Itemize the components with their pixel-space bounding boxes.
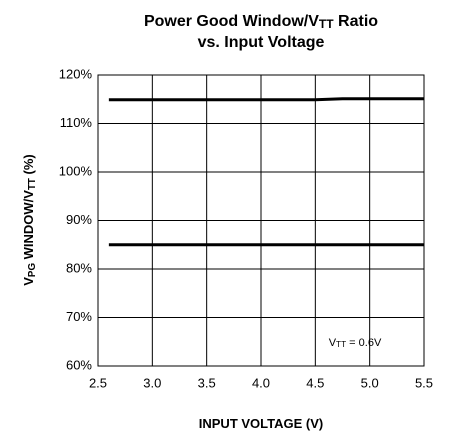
y-axis-title-part: V: [21, 277, 36, 286]
chart-title: vs. Input Voltage: [198, 34, 325, 51]
y-tick-label: 80%: [66, 260, 92, 275]
chart-title-part: vs. Input Voltage: [198, 34, 325, 51]
y-axis-title-part: (%): [21, 154, 36, 178]
chart-title-part: TT: [319, 17, 334, 31]
y-axis-title-part: PG: [27, 263, 38, 277]
x-tick-label: 4.5: [306, 375, 324, 390]
y-tick-label: 120%: [59, 66, 93, 81]
x-tick-label: 3.5: [198, 375, 216, 390]
line-series: [108, 97, 424, 102]
y-tick-label: 70%: [66, 309, 92, 324]
annotation-part: V: [329, 337, 337, 349]
plot-border: [97, 74, 425, 367]
x-tick-label: 3.0: [143, 375, 161, 390]
y-tick-label: 100%: [59, 163, 93, 178]
y-axis-title: VPG WINDOW/VTT (%): [21, 154, 38, 285]
chart-title: Power Good Window/VTT Ratio: [144, 13, 378, 31]
y-tick-label: 90%: [66, 212, 92, 227]
x-axis-title: INPUT VOLTAGE (V): [199, 416, 323, 431]
annotation-part: = 0.6V: [346, 337, 382, 349]
y-axis-title-part: WINDOW/V: [21, 190, 36, 263]
x-axis-title-part: INPUT VOLTAGE (V): [199, 416, 323, 431]
x-tick-label: 5.0: [361, 375, 379, 390]
annotation: VTT = 0.6V: [329, 337, 382, 349]
chart-title-part: Ratio: [334, 13, 379, 30]
x-tick-label: 4.0: [252, 375, 270, 390]
y-tick-label: 60%: [66, 357, 92, 372]
y-axis-title-part: TT: [27, 178, 38, 190]
x-tick-label: 2.5: [89, 375, 107, 390]
chart-title-part: Power Good Window/V: [144, 13, 319, 30]
annotation-part: TT: [336, 340, 346, 349]
y-tick-label: 110%: [60, 115, 93, 130]
x-tick-label: 5.5: [415, 375, 433, 390]
